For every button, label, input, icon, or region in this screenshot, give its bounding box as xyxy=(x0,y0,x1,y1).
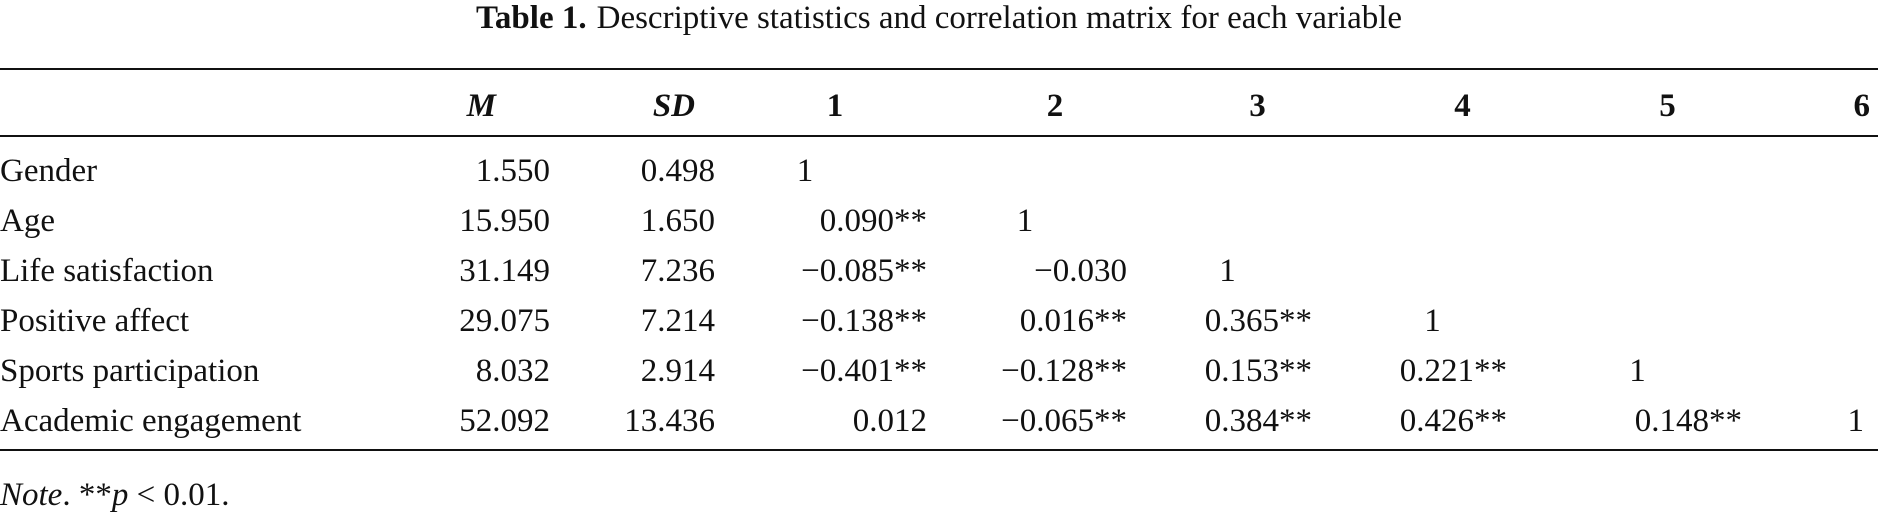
header-row: M SD 1 2 3 4 5 6 xyxy=(0,77,1878,135)
note-sep: . ** xyxy=(62,477,112,513)
cell-r2: 0.016** xyxy=(1019,302,1127,339)
cell-r2: 1 xyxy=(1016,202,1034,239)
table-body: Gender 1.550 0.498 1 Age 15.950 1.650 0.090** 1 L… xyxy=(0,135,1878,446)
cell-r2: −0.128** xyxy=(1001,352,1127,389)
cell-r5 xyxy=(1565,196,1770,246)
note-label: Note xyxy=(0,477,63,513)
cell-r6 xyxy=(1770,346,1878,396)
header-rule xyxy=(0,135,1878,137)
cell-r4: 1 xyxy=(1424,302,1441,339)
header-col-1: 1 xyxy=(826,87,844,124)
cell-mean: 1.550 xyxy=(475,152,550,189)
cell-r3 xyxy=(1155,135,1360,196)
cell-sd: 13.436 xyxy=(624,402,715,439)
cell-r1: 0.012 xyxy=(852,402,927,439)
cell-r6 xyxy=(1770,246,1878,296)
note-p: p xyxy=(111,477,129,513)
note-rest: < 0.01. xyxy=(128,477,230,513)
cell-mean: 31.149 xyxy=(459,252,550,289)
table-row: Age 15.950 1.650 0.090** 1 xyxy=(0,196,1878,246)
cell-r3: 1 xyxy=(1219,252,1236,289)
table-title: Descriptive statistics and correlation m… xyxy=(596,0,1403,36)
cell-mean: 8.032 xyxy=(475,352,550,389)
header-sd: SD xyxy=(652,87,695,124)
cell-variable: Life satisfaction xyxy=(0,252,214,289)
table-row: Sports participation 8.032 2.914 −0.401** −0… xyxy=(0,346,1878,396)
header-variable xyxy=(0,77,390,135)
bottom-rule xyxy=(0,449,1878,451)
cell-variable: Academic engagement xyxy=(0,402,302,439)
cell-r1: −0.085** xyxy=(801,252,927,289)
table-label: Table 1. xyxy=(475,0,587,36)
cell-r4 xyxy=(1360,196,1565,246)
top-rule xyxy=(0,68,1878,70)
cell-r4 xyxy=(1360,246,1565,296)
header-col-3: 3 xyxy=(1249,87,1266,124)
header-col-6: 6 xyxy=(1853,87,1871,124)
cell-r5 xyxy=(1565,246,1770,296)
header-col-5: 5 xyxy=(1659,87,1676,124)
cell-r2 xyxy=(955,135,1155,196)
cell-r4 xyxy=(1360,135,1565,196)
cell-r5 xyxy=(1565,135,1770,196)
cell-sd: 0.498 xyxy=(640,152,715,189)
cell-r5: 0.148** xyxy=(1634,402,1742,439)
table-note: Note. **p < 0.01. xyxy=(0,477,229,513)
cell-r6 xyxy=(1770,135,1878,196)
cell-r5: 1 xyxy=(1629,352,1646,389)
cell-r2: −0.030 xyxy=(1034,252,1127,289)
cell-r2: −0.065** xyxy=(1001,402,1127,439)
cell-r5 xyxy=(1565,296,1770,346)
cell-r6 xyxy=(1770,196,1878,246)
table-row: Academic engagement 52.092 13.436 0.012 −0.0… xyxy=(0,396,1878,446)
cell-r6: 1 xyxy=(1847,402,1865,439)
cell-mean: 52.092 xyxy=(459,402,550,439)
cell-r3: 0.153** xyxy=(1204,352,1312,389)
cell-r6 xyxy=(1770,296,1878,346)
cell-sd: 1.650 xyxy=(640,202,715,239)
correlation-table: M SD 1 2 3 4 5 6 Gender 1.550 0.498 1 Age 15.… xyxy=(0,77,1878,446)
cell-sd: 7.214 xyxy=(640,302,715,339)
cell-variable: Sports participation xyxy=(0,352,260,389)
table-row: Gender 1.550 0.498 1 xyxy=(0,135,1878,196)
cell-sd: 7.236 xyxy=(640,252,715,289)
cell-mean: 15.950 xyxy=(459,202,550,239)
header-col-2: 2 xyxy=(1046,87,1064,124)
cell-r4: 0.221** xyxy=(1399,352,1507,389)
cell-mean: 29.075 xyxy=(459,302,550,339)
cell-r1: 1 xyxy=(796,152,814,189)
cell-variable: Age xyxy=(0,202,55,239)
cell-r1: −0.401** xyxy=(801,352,927,389)
cell-r3 xyxy=(1155,196,1360,246)
table-row: Positive affect 29.075 7.214 −0.138** 0.016*… xyxy=(0,296,1878,346)
header-col-4: 4 xyxy=(1454,87,1471,124)
cell-r3: 0.365** xyxy=(1204,302,1312,339)
cell-r3: 0.384** xyxy=(1204,402,1312,439)
cell-sd: 2.914 xyxy=(640,352,715,389)
cell-variable: Gender xyxy=(0,152,98,189)
table-caption: Table 1. Descriptive statistics and corre… xyxy=(0,0,1878,36)
cell-variable: Positive affect xyxy=(0,302,190,339)
header-mean: M xyxy=(466,87,496,124)
table-row: Life satisfaction 31.149 7.236 −0.085** −0.0… xyxy=(0,246,1878,296)
cell-r1: 0.090** xyxy=(819,202,927,239)
cell-r4: 0.426** xyxy=(1399,402,1507,439)
cell-r1: −0.138** xyxy=(801,302,927,339)
